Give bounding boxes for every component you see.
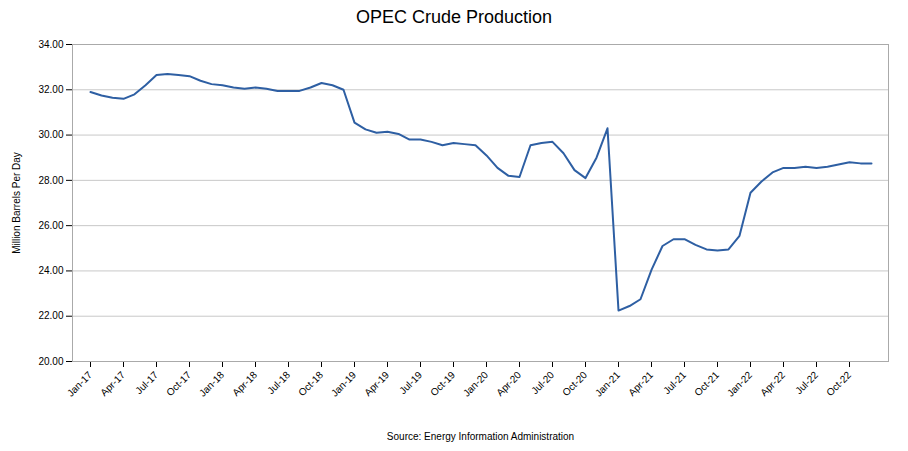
html-text:OPEC Crude Production: OPEC Crude Production — [356, 7, 552, 27]
svg-text:Jan-19: Jan-19 — [329, 369, 359, 399]
svg-text:Jul-21: Jul-21 — [661, 369, 688, 396]
svg-text:34.00: 34.00 — [38, 39, 63, 50]
svg-text:Oct-21: Oct-21 — [692, 369, 721, 398]
svg-text:Oct-20: Oct-20 — [560, 369, 589, 398]
svg-text:Jan-18: Jan-18 — [197, 369, 227, 399]
svg-text:Jul-18: Jul-18 — [265, 369, 292, 396]
svg-text:26.00: 26.00 — [38, 220, 63, 231]
svg-text:20.00: 20.00 — [38, 356, 63, 367]
svg-text:Apr-20: Apr-20 — [494, 369, 523, 398]
svg-text:Jul-17: Jul-17 — [133, 369, 160, 396]
svg-text:Jul-20: Jul-20 — [529, 369, 556, 396]
svg-text:Oct-19: Oct-19 — [428, 369, 457, 398]
svg-text:Oct-22: Oct-22 — [824, 369, 853, 398]
svg-text:Oct-18: Oct-18 — [296, 369, 325, 398]
svg-text:Jan-22: Jan-22 — [725, 369, 755, 399]
svg-text:30.00: 30.00 — [38, 129, 63, 140]
svg-text:Apr-21: Apr-21 — [626, 369, 655, 398]
svg-text:Jan-20: Jan-20 — [461, 369, 491, 399]
svg-text:Apr-18: Apr-18 — [230, 369, 259, 398]
svg-text:28.00: 28.00 — [38, 175, 63, 186]
svg-text:Apr-17: Apr-17 — [98, 369, 127, 398]
svg-text:Jan-21: Jan-21 — [593, 369, 623, 399]
svg-text:Jul-22: Jul-22 — [793, 369, 820, 396]
svg-text:Jul-19: Jul-19 — [397, 369, 424, 396]
svg-text:Apr-19: Apr-19 — [362, 369, 391, 398]
svg-text:24.00: 24.00 — [38, 265, 63, 276]
svg-text:Oct-17: Oct-17 — [164, 369, 193, 398]
svg-text:22.00: 22.00 — [38, 310, 63, 321]
svg-text:Million Barrels Per Day: Million Barrels Per Day — [11, 152, 22, 254]
svg-text:Apr-22: Apr-22 — [758, 369, 787, 398]
svg-text:Source: Energy Information Adm: Source: Energy Information Administratio… — [387, 431, 574, 442]
svg-text:32.00: 32.00 — [38, 84, 63, 95]
svg-text:Jan-17: Jan-17 — [65, 369, 95, 399]
